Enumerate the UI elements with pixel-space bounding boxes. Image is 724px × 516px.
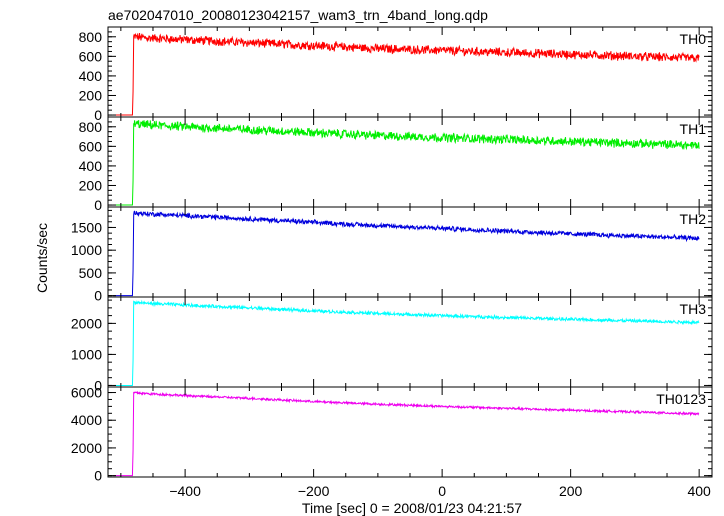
y-tick-label: 600 <box>79 138 103 154</box>
series-line-th2 <box>113 210 700 297</box>
y-tick-label: 1500 <box>71 219 102 235</box>
y-tick-label: 2000 <box>71 440 102 456</box>
series-line-th1 <box>113 120 700 206</box>
chart-title: ae702047010_20080123042157_wam3_trn_4ban… <box>108 7 488 23</box>
x-tick-label: 0 <box>438 483 446 499</box>
panel-label-th0123: TH0123 <box>656 391 706 407</box>
x-tick-label: −200 <box>298 483 330 499</box>
panel-frame <box>107 296 713 388</box>
y-tick-label: 0 <box>94 377 102 393</box>
x-tick-label: −400 <box>169 483 201 499</box>
panel-frame <box>107 206 713 298</box>
series-line-th0123 <box>113 390 700 477</box>
y-tick-label: 4000 <box>71 412 102 428</box>
y-tick-label: 800 <box>79 29 103 45</box>
panel-label-th1: TH1 <box>680 121 707 137</box>
y-tick-label: 400 <box>79 158 103 174</box>
y-tick-label: 600 <box>79 48 103 64</box>
panel-label-th0: TH0 <box>680 31 707 47</box>
x-tick-label: 400 <box>687 483 711 499</box>
series-line-th0 <box>113 32 700 116</box>
chart-panels: 0 200 400 600 800 TH0 0 200 400 600 800 TH1 0 500 1000… <box>71 26 713 499</box>
panel-frame <box>107 116 713 208</box>
y-tick-label: 800 <box>79 119 103 135</box>
y-axis-label: Counts/sec <box>34 223 50 293</box>
y-tick-label: 6000 <box>71 385 102 401</box>
y-tick-label: 1000 <box>71 346 102 362</box>
y-tick-label: 0 <box>94 107 102 123</box>
y-tick-label: 1000 <box>71 242 102 258</box>
x-axis-label: Time [sec] 0 = 2008/01/23 04:21:57 <box>302 500 522 516</box>
panel-label-th2: TH2 <box>680 211 707 227</box>
y-tick-label: 2000 <box>71 315 102 331</box>
y-tick-label: 0 <box>94 468 102 484</box>
y-tick-label: 0 <box>94 288 102 304</box>
y-tick-label: 0 <box>94 197 102 213</box>
y-tick-label: 400 <box>79 68 103 84</box>
y-tick-label: 500 <box>79 265 103 281</box>
y-tick-label: 200 <box>79 177 103 193</box>
panel-label-th3: TH3 <box>680 301 707 317</box>
panel-frame <box>107 386 713 478</box>
x-tick-label: 200 <box>559 483 583 499</box>
series-line-th3 <box>113 299 700 386</box>
y-tick-label: 200 <box>79 87 103 103</box>
